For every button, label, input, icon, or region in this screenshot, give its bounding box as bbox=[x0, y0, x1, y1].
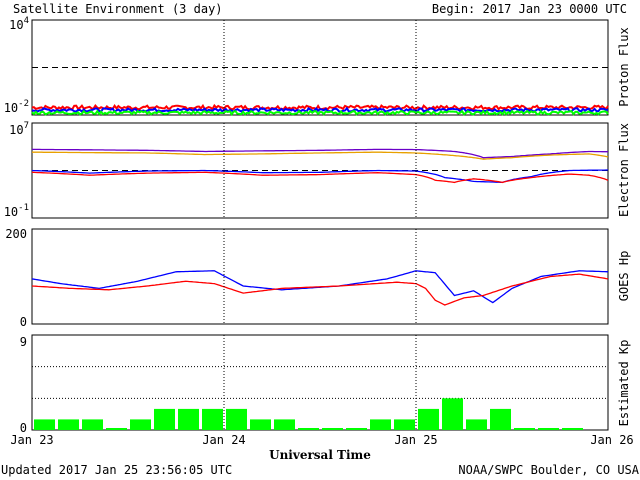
kp-panel: 9 0 Estimated Kp bbox=[20, 334, 631, 435]
kp-bar bbox=[34, 419, 55, 430]
hp-ytick-top: 200 bbox=[5, 227, 27, 241]
kp-bar bbox=[466, 419, 487, 430]
xtick-jan24: Jan 24 bbox=[202, 433, 245, 447]
kp-bar bbox=[370, 419, 391, 430]
kp-bar bbox=[58, 419, 79, 430]
kp-bar bbox=[106, 428, 127, 430]
kp-bar bbox=[538, 428, 559, 430]
kp-bar bbox=[250, 419, 271, 430]
series-line-2 bbox=[31, 109, 609, 116]
hp-panel-frame bbox=[31, 228, 609, 325]
hp-ytick-bottom: 0 bbox=[20, 315, 27, 329]
chart-title: Satellite Environment (3 day) bbox=[13, 2, 223, 16]
kp-bar bbox=[274, 419, 295, 430]
electron-ytick-bottom: 10-1 bbox=[4, 203, 29, 219]
electron-panel-frame bbox=[31, 122, 609, 219]
credit-text: NOAA/SWPC Boulder, CO USA bbox=[458, 463, 639, 477]
kp-bar bbox=[178, 408, 199, 430]
kp-bar bbox=[394, 419, 415, 430]
kp-ylabel: Estimated Kp bbox=[617, 340, 631, 427]
series-line-1 bbox=[31, 273, 609, 306]
kp-ytick-bottom: 0 bbox=[20, 421, 27, 435]
proton-ytick-bottom: 10-2 bbox=[4, 99, 29, 115]
proton-ytick-top: 104 bbox=[9, 16, 29, 32]
kp-panel-frame bbox=[31, 334, 609, 431]
kp-bar bbox=[562, 428, 583, 430]
begin-time: Begin: 2017 Jan 23 0000 UTC bbox=[432, 2, 627, 16]
electron-ytick-top: 107 bbox=[9, 121, 29, 137]
electron-flux-panel: 107 10-1 Electron Flux bbox=[4, 121, 631, 219]
xtick-jan23: Jan 23 bbox=[10, 433, 53, 447]
series-line-2 bbox=[31, 169, 608, 184]
series-line-1 bbox=[32, 151, 609, 160]
kp-bar bbox=[202, 408, 223, 430]
goes-hp-panel: 200 0 GOES Hp bbox=[5, 227, 631, 329]
kp-bar bbox=[514, 428, 535, 430]
kp-bar bbox=[442, 398, 463, 430]
updated-timestamp: Updated 2017 Jan 25 23:56:05 UTC bbox=[1, 463, 232, 477]
kp-bar bbox=[298, 428, 319, 430]
series-line-3 bbox=[31, 171, 609, 184]
kp-bar bbox=[490, 408, 511, 430]
electron-ylabel: Electron Flux bbox=[617, 123, 631, 217]
kp-bar bbox=[418, 408, 439, 430]
proton-ylabel: Proton Flux bbox=[617, 27, 631, 106]
proton-flux-panel: 104 10-2 Proton Flux bbox=[4, 16, 631, 116]
kp-bar bbox=[130, 419, 151, 430]
xtick-jan25: Jan 25 bbox=[394, 433, 437, 447]
kp-bar bbox=[322, 428, 343, 430]
kp-bar bbox=[346, 428, 367, 430]
x-axis-label: Universal Time bbox=[269, 448, 371, 462]
hp-ylabel: GOES Hp bbox=[617, 251, 631, 302]
proton-panel-frame bbox=[31, 19, 609, 116]
kp-ytick-top: 9 bbox=[20, 335, 27, 349]
xtick-jan26: Jan 26 bbox=[590, 433, 633, 447]
kp-bar bbox=[154, 408, 175, 430]
kp-bar bbox=[82, 419, 103, 430]
kp-bar bbox=[226, 408, 247, 430]
series-line-1 bbox=[31, 106, 609, 113]
series-line-0 bbox=[32, 148, 608, 159]
